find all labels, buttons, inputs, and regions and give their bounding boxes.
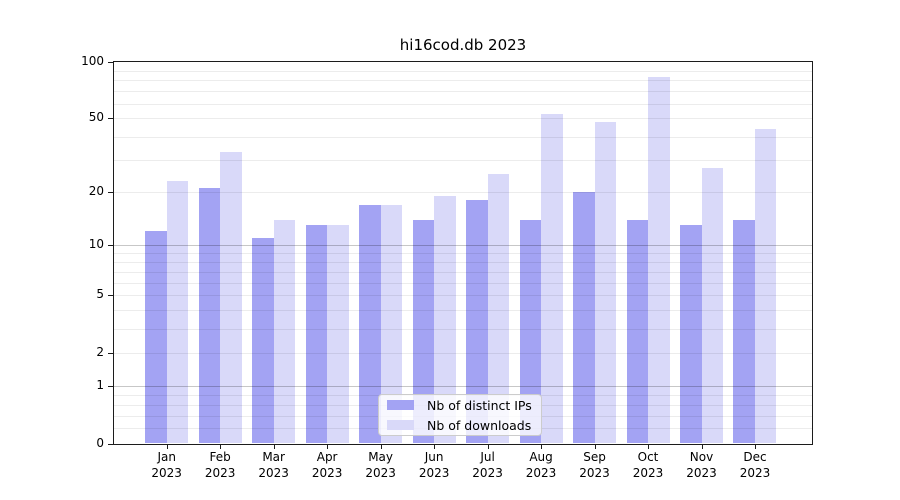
y-tick-label: 1 [96,378,104,393]
bar-distinct-ips-sep [573,191,595,444]
legend-row-distinct-ips: Nb of distinct IPs [379,397,541,414]
minor-gridline [114,310,812,312]
x-tick [434,444,436,449]
y-tick-label: 0 [96,435,104,450]
minor-gridline [114,70,812,72]
x-tick [166,444,168,449]
x-tick [380,444,382,449]
x-tick [754,444,756,449]
y-tick-label: 2 [96,344,104,359]
x-tick-label: Jan 2023 [151,450,182,480]
x-tick-label: Feb 2023 [204,450,236,480]
major-gridline [114,386,812,388]
x-tick [273,444,275,449]
minor-gridline [114,282,812,284]
minor-gridline [114,136,812,138]
bar-distinct-ips-jan [145,231,167,444]
y-tick [108,62,113,63]
minor-gridline [114,352,812,354]
bar-downloads-dec [754,128,777,444]
y-tick [108,245,113,247]
bar-distinct-ips-jul [466,200,488,444]
legend-row-downloads: Nb of downloads [379,417,541,434]
bar-downloads-may [380,204,403,444]
bar-downloads-nov [701,168,723,444]
y-tick [108,386,113,388]
major-gridline [114,245,812,247]
legend: Nb of distinct IPs Nb of downloads [378,394,542,436]
legend-label-distinct-ips: Nb of distinct IPs [427,397,532,413]
bar-distinct-ips-may [359,204,381,444]
minor-gridline [114,191,812,193]
x-tick-label: Mar 2023 [258,450,289,480]
minor-gridline [114,261,812,263]
x-tick-label: Jul 2023 [472,450,503,480]
x-tick-label: Aug 2023 [525,450,557,480]
bar-downloads-mar [273,219,296,444]
x-tick-label: Dec 2023 [739,450,771,480]
bar-distinct-ips-dec [733,219,755,444]
minor-gridline [114,253,812,255]
chart-title: hi16cod.db 2023 [399,36,527,54]
minor-gridline [114,80,812,82]
x-tick-label: Oct 2023 [632,450,664,480]
minor-gridline [114,91,812,93]
x-tick [220,444,222,449]
legend-swatch-distinct-ips [387,400,414,410]
x-tick-label: May 2023 [365,450,396,480]
minor-gridline [114,271,812,273]
minor-gridline [114,118,812,120]
legend-swatch-downloads [387,420,414,430]
x-tick [701,444,703,449]
bar-distinct-ips-jun [412,219,435,444]
y-tick-label: 20 [88,183,104,198]
y-tick-label: 5 [96,287,104,302]
bar-downloads-oct [648,77,670,444]
y-tick-label: 100 [81,54,104,68]
x-tick-label: Apr 2023 [311,450,343,480]
minor-gridline [114,328,812,330]
y-tick [108,443,113,445]
bar-downloads-jun [434,195,456,444]
bar-downloads-jul [487,174,510,444]
x-tick-label: Sep 2023 [579,450,610,480]
y-tick [108,191,113,193]
y-tick-label: 10 [88,237,104,252]
x-tick [327,444,329,449]
x-tick [648,444,650,449]
y-tick-label: 50 [88,110,104,125]
y-tick [108,352,113,354]
bar-distinct-ips-mar [252,238,274,444]
minor-gridline [114,159,812,161]
legend-label-downloads: Nb of downloads [427,417,532,433]
y-tick [108,118,113,120]
bar-distinct-ips-apr [305,225,328,444]
bar-distinct-ips-oct [626,219,649,444]
x-tick [487,444,489,449]
bar-downloads-aug [541,113,563,444]
bar-distinct-ips-aug [519,219,542,444]
minor-gridline [114,103,812,105]
bar-distinct-ips-nov [680,225,702,444]
x-tick-label: Nov 2023 [686,450,717,480]
bar-distinct-ips-feb [198,187,221,444]
x-tick-label: Jun 2023 [418,450,450,480]
x-tick [541,444,543,449]
bar-downloads-apr [327,225,349,444]
bar-downloads-jan [166,180,189,444]
bar-downloads-sep [594,121,617,444]
y-tick [108,295,113,297]
x-tick [594,444,596,449]
minor-gridline [114,295,812,297]
bar-downloads-feb [220,152,242,444]
